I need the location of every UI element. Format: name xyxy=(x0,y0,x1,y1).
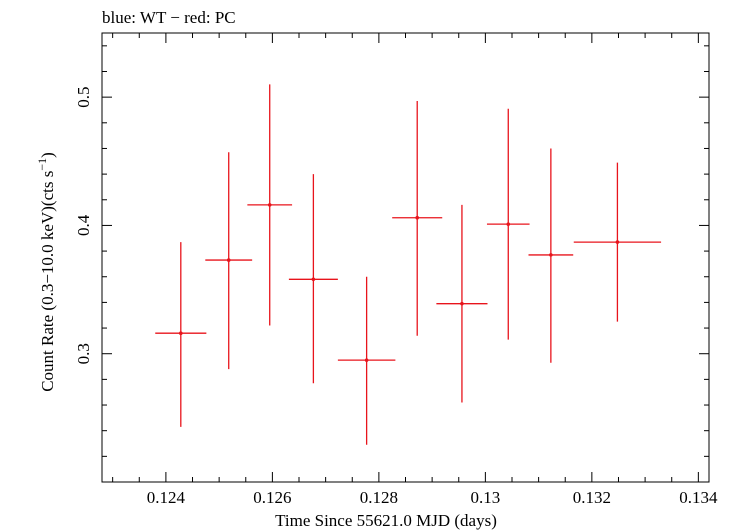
data-point xyxy=(436,204,488,403)
y-tick-label: 0.5 xyxy=(74,87,93,108)
x-tick-label: 0.134 xyxy=(679,488,718,507)
y-tick-label: 0.4 xyxy=(74,214,93,236)
x-axis-label: Time Since 55621.0 MJD (days) xyxy=(275,511,497,530)
data-point xyxy=(337,276,396,445)
point-marker xyxy=(179,331,183,335)
data-point xyxy=(392,100,443,336)
data-point xyxy=(288,174,338,384)
data-points xyxy=(155,84,662,445)
y-axis-label-close: ) xyxy=(38,152,57,158)
data-point xyxy=(247,84,293,326)
y-axis-label-main: Count Rate (0.3−10.0 keV)(cts s xyxy=(38,171,57,392)
x-tick-label: 0.132 xyxy=(573,488,611,507)
x-tick-labels: 0.124 0.126 0.128 0.13 0.132 0.134 xyxy=(147,488,718,507)
point-marker xyxy=(506,222,511,226)
y-tick-label: 0.3 xyxy=(74,343,93,364)
point-marker xyxy=(460,301,464,306)
point-marker xyxy=(267,203,272,207)
data-point xyxy=(155,242,207,427)
x-tick-label: 0.13 xyxy=(470,488,500,507)
point-marker xyxy=(364,358,369,362)
point-marker xyxy=(549,253,553,257)
chart-title: blue: WT − red: PC xyxy=(102,8,236,27)
axis-ticks xyxy=(102,33,709,483)
point-marker xyxy=(226,258,231,262)
x-tick-label: 0.124 xyxy=(147,488,186,507)
data-point xyxy=(486,108,530,340)
point-marker xyxy=(311,277,316,282)
x-tick-label: 0.128 xyxy=(360,488,398,507)
point-marker xyxy=(615,240,620,244)
point-marker xyxy=(415,215,420,220)
data-point xyxy=(205,152,253,370)
x-tick-label: 0.126 xyxy=(253,488,291,507)
y-axis-label: Count Rate (0.3−10.0 keV)(cts s−1) xyxy=(35,152,57,392)
y-tick-labels: 0.3 0.4 0.5 xyxy=(74,87,93,365)
data-point xyxy=(528,148,574,363)
y-axis-label-sup: −1 xyxy=(35,158,49,171)
data-point xyxy=(573,162,662,322)
